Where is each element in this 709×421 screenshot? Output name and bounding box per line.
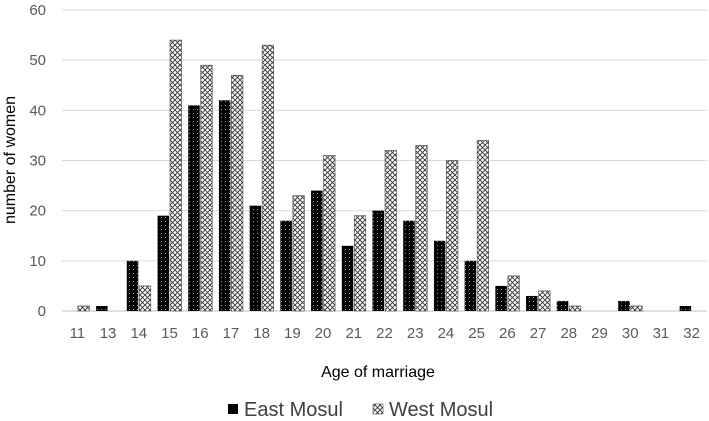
bar-west-19 [292, 195, 305, 312]
bar-west-30 [630, 305, 643, 312]
x-tick-label: 30 [622, 325, 639, 342]
bar-east-30 [618, 300, 630, 311]
x-tick-label: 21 [345, 325, 362, 342]
bars [77, 39, 692, 312]
bar-west-28 [568, 305, 582, 312]
bar-west-18 [261, 44, 274, 312]
bar-east-27 [526, 295, 538, 311]
bar-west-22 [384, 150, 397, 312]
legend-label-west: West Mosul [389, 399, 493, 421]
y-tick-label: 30 [29, 153, 46, 170]
legend-label-east: East Mosul [244, 399, 343, 421]
y-tick-label: 50 [29, 52, 46, 69]
x-tick-label: 22 [376, 325, 393, 342]
bar-east-15 [157, 215, 169, 311]
x-tick-label: 17 [223, 325, 240, 342]
bar-west-20 [323, 155, 336, 312]
x-axis-title: Age of marriage [321, 364, 435, 381]
x-tick-label: 16 [192, 325, 209, 342]
bar-west-24 [446, 160, 459, 312]
bar-east-14 [126, 260, 139, 311]
x-tick-label: 32 [683, 325, 700, 342]
x-tick-label: 13 [100, 325, 117, 342]
bar-east-21 [341, 245, 354, 311]
x-tick-label: 19 [284, 325, 301, 342]
bar-east-13 [96, 305, 108, 311]
bar-east-19 [280, 220, 292, 311]
x-axis-ticks: 11 13 14 15 16 17 18 19 20 21 22 23 24 25 26 27 28 29 30 31… [70, 325, 700, 342]
y-tick-label: 0 [38, 303, 46, 320]
legend-swatch-west [372, 403, 384, 415]
bar-east-20 [311, 190, 323, 311]
bar-west-25 [476, 140, 489, 312]
bar-east-16 [188, 105, 200, 311]
x-tick-label: 31 [653, 325, 670, 342]
y-tick-label: 60 [29, 2, 46, 19]
legend-item-west: West Mosul [372, 399, 493, 421]
bar-west-21 [353, 215, 367, 312]
bar-west-17 [231, 74, 244, 312]
bar-east-24 [433, 240, 446, 311]
bar-west-15 [169, 39, 182, 312]
y-axis-title: number of women [2, 96, 19, 224]
y-axis-ticks: 0 10 20 30 40 50 60 [29, 2, 46, 320]
bar-east-23 [403, 220, 415, 311]
y-tick-label: 40 [29, 102, 46, 119]
bar-east-18 [249, 205, 262, 311]
x-tick-label: 15 [161, 325, 178, 342]
legend-swatch-east [228, 404, 238, 414]
x-tick-label: 23 [407, 325, 424, 342]
bar-west-16 [200, 64, 213, 312]
x-tick-label: 25 [468, 325, 485, 342]
x-tick-label: 11 [70, 325, 86, 342]
bar-west-27 [538, 290, 551, 312]
legend-item-east: East Mosul [228, 399, 343, 421]
bar-west-11 [77, 305, 90, 312]
bar-west-14 [138, 285, 152, 312]
x-tick-label: 28 [560, 325, 577, 342]
bar-east-26 [495, 285, 507, 311]
bar-west-23 [415, 145, 428, 312]
x-tick-label: 14 [130, 325, 147, 342]
legend: East Mosul West Mosul [228, 399, 493, 421]
y-tick-label: 20 [29, 203, 46, 220]
bar-east-28 [556, 300, 569, 311]
x-tick-label: 27 [530, 325, 547, 342]
x-tick-label: 29 [591, 325, 608, 342]
bar-west-26 [507, 275, 520, 312]
x-tick-label: 20 [315, 325, 332, 342]
gridlines [62, 9, 707, 312]
x-tick-label: 18 [253, 325, 270, 342]
bar-east-25 [464, 260, 477, 311]
x-tick-label: 24 [438, 325, 455, 342]
y-tick-label: 10 [29, 253, 46, 270]
bar-east-17 [218, 100, 231, 311]
bar-east-32 [679, 305, 692, 311]
x-tick-label: 26 [499, 325, 516, 342]
bar-east-22 [372, 210, 384, 311]
